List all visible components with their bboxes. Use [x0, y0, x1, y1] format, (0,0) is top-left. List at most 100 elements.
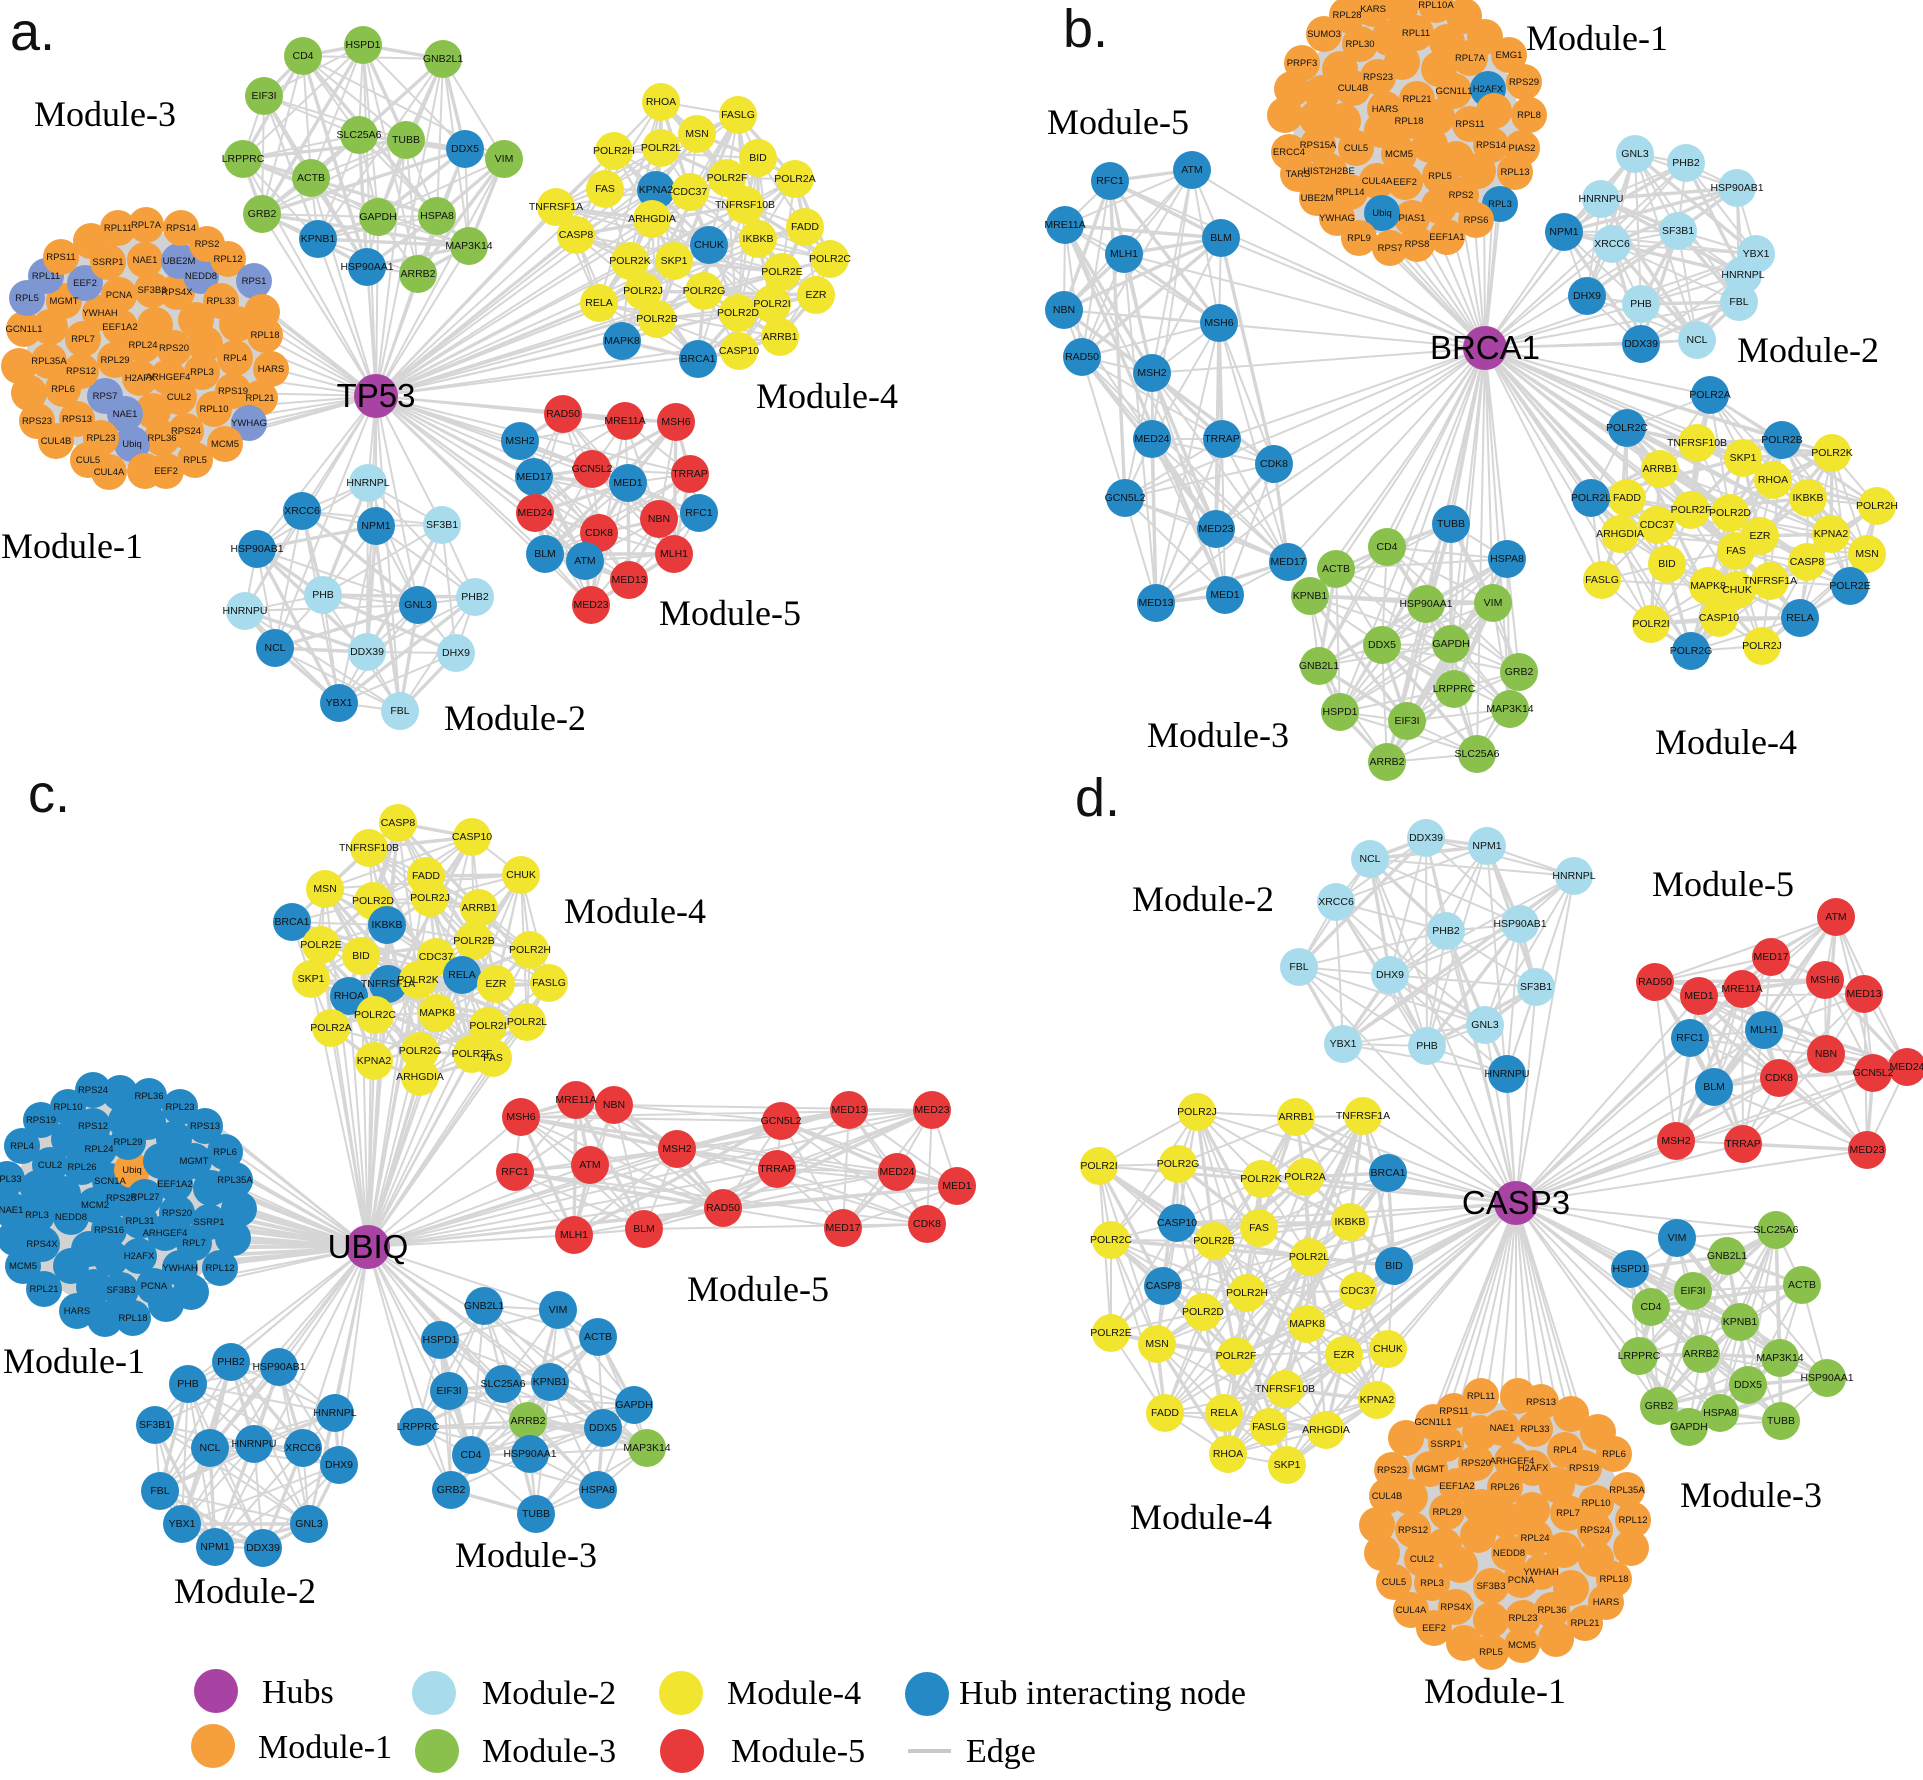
svg-text:MED17: MED17 [516, 471, 551, 483]
svg-text:Module-4: Module-4 [1130, 1497, 1272, 1537]
svg-text:MED17: MED17 [825, 1222, 860, 1234]
svg-text:POLR2G: POLR2G [1670, 645, 1713, 657]
svg-text:RELA: RELA [448, 969, 475, 981]
svg-text:RAD50: RAD50 [546, 408, 580, 420]
svg-text:KPNA2: KPNA2 [1814, 528, 1849, 540]
svg-text:HSP90AB1: HSP90AB1 [252, 1361, 305, 1373]
svg-text:RPL18: RPL18 [250, 330, 279, 341]
svg-text:MSH2: MSH2 [1661, 1135, 1690, 1147]
svg-text:RPL7: RPL7 [182, 1238, 206, 1249]
svg-text:GRB2: GRB2 [248, 208, 277, 220]
svg-text:CASP10: CASP10 [1699, 612, 1739, 624]
svg-text:CDK8: CDK8 [585, 527, 613, 539]
svg-text:VIM: VIM [495, 153, 514, 165]
svg-text:MED17: MED17 [1753, 951, 1788, 963]
svg-text:RPS2: RPS2 [195, 239, 220, 250]
svg-text:RPS12: RPS12 [66, 366, 96, 377]
svg-text:MED1: MED1 [1684, 990, 1713, 1002]
svg-text:EEF2: EEF2 [73, 278, 97, 289]
svg-text:NPM1: NPM1 [1549, 226, 1578, 238]
svg-text:CUL2: CUL2 [1410, 1554, 1434, 1565]
svg-text:MSH2: MSH2 [505, 435, 534, 447]
svg-text:ACTB: ACTB [584, 1331, 612, 1343]
svg-text:HNRNPL: HNRNPL [1721, 269, 1764, 281]
svg-text:XRCC6: XRCC6 [285, 1442, 321, 1454]
svg-text:RPL35A: RPL35A [217, 1175, 253, 1186]
svg-text:NPM1: NPM1 [361, 520, 390, 532]
svg-text:TNFRSF10B: TNFRSF10B [1667, 437, 1727, 449]
svg-text:SF3B1: SF3B1 [1520, 981, 1552, 993]
svg-text:GCN1L1: GCN1L1 [1415, 1417, 1452, 1428]
svg-text:MAP3K14: MAP3K14 [623, 1442, 670, 1454]
svg-text:POLR2F: POLR2F [1671, 504, 1712, 516]
svg-text:ARHGDIA: ARHGDIA [1596, 528, 1644, 540]
svg-text:TUBB: TUBB [522, 1508, 550, 1520]
svg-text:MSH6: MSH6 [661, 416, 690, 428]
svg-text:RPL7: RPL7 [71, 334, 95, 345]
svg-text:RFC1: RFC1 [685, 507, 713, 519]
svg-text:MAP3K14: MAP3K14 [1756, 1352, 1803, 1364]
svg-text:DDX39: DDX39 [1624, 338, 1658, 350]
svg-text:POLR2L: POLR2L [507, 1016, 547, 1028]
svg-text:Module-2: Module-2 [174, 1571, 316, 1611]
svg-text:GNL3: GNL3 [404, 599, 432, 611]
svg-text:KARS: KARS [1360, 4, 1386, 15]
svg-text:Module-5: Module-5 [1047, 102, 1189, 142]
svg-text:H2AFX: H2AFX [1518, 1463, 1549, 1474]
svg-text:YWHAH: YWHAH [1523, 1567, 1559, 1578]
svg-text:TNFRSF1A: TNFRSF1A [529, 201, 583, 213]
svg-text:Module-2: Module-2 [1132, 879, 1274, 919]
svg-text:RPL11: RPL11 [104, 223, 132, 234]
svg-text:POLR2D: POLR2D [352, 895, 394, 907]
svg-text:POLR2A: POLR2A [774, 173, 815, 185]
svg-text:HSPA8: HSPA8 [581, 1484, 615, 1496]
svg-text:ARRB2: ARRB2 [1683, 1348, 1718, 1360]
svg-text:HSPA8: HSPA8 [1703, 1407, 1737, 1419]
svg-text:MGMT: MGMT [179, 1156, 208, 1167]
svg-text:HARS: HARS [1372, 104, 1398, 115]
svg-text:GNL3: GNL3 [1471, 1019, 1499, 1031]
svg-text:RPL12: RPL12 [1618, 1515, 1647, 1526]
svg-text:RPL29: RPL29 [100, 355, 129, 366]
svg-text:Module-2: Module-2 [1737, 330, 1879, 370]
svg-text:Module-5: Module-5 [687, 1269, 829, 1309]
svg-text:TNFRSF1A: TNFRSF1A [1336, 1110, 1390, 1122]
svg-text:CDK8: CDK8 [1765, 1072, 1793, 1084]
svg-text:EIF3I: EIF3I [251, 90, 276, 102]
svg-text:CDC37: CDC37 [1640, 519, 1675, 531]
svg-text:EEF2: EEF2 [1393, 177, 1417, 188]
svg-text:DHX9: DHX9 [325, 1459, 353, 1471]
svg-text:RPS8: RPS8 [1405, 239, 1430, 250]
svg-text:FAS: FAS [595, 183, 615, 195]
svg-text:Module-5: Module-5 [731, 1733, 865, 1770]
svg-text:MED23: MED23 [1849, 1144, 1884, 1156]
svg-text:RPS20: RPS20 [162, 1208, 192, 1219]
svg-text:SF3B1: SF3B1 [426, 519, 458, 531]
svg-text:FASLG: FASLG [721, 109, 755, 121]
svg-text:RPL29: RPL29 [113, 1137, 142, 1148]
svg-text:SLC25A6: SLC25A6 [481, 1378, 526, 1390]
svg-text:BID: BID [1658, 558, 1676, 570]
svg-text:RPL7A: RPL7A [131, 220, 162, 231]
svg-text:POLR2I: POLR2I [469, 1020, 506, 1032]
svg-text:RPS19: RPS19 [26, 1115, 56, 1126]
svg-text:CUL2: CUL2 [38, 1160, 62, 1171]
svg-text:RPL33: RPL33 [206, 296, 235, 307]
svg-text:RPL23: RPL23 [1508, 1613, 1537, 1624]
svg-text:RPS24: RPS24 [171, 426, 201, 437]
svg-text:POLR2K: POLR2K [609, 255, 650, 267]
svg-text:PCNA: PCNA [1508, 1575, 1535, 1586]
svg-text:RPL9: RPL9 [1347, 233, 1371, 244]
svg-text:EEF1A2: EEF1A2 [1439, 1481, 1474, 1492]
svg-text:Hub interacting node: Hub interacting node [959, 1675, 1246, 1712]
svg-text:TARS: TARS [1286, 169, 1311, 180]
svg-text:MAPK8: MAPK8 [419, 1007, 455, 1019]
svg-text:SF3B3: SF3B3 [1476, 1581, 1505, 1592]
svg-text:RPS11: RPS11 [1455, 119, 1484, 130]
svg-text:CHUK: CHUK [506, 869, 536, 881]
svg-text:ATM: ATM [1181, 164, 1202, 176]
svg-text:EIF3I: EIF3I [436, 1385, 461, 1397]
svg-text:CDC37: CDC37 [1341, 1285, 1376, 1297]
svg-text:POLR2B: POLR2B [1761, 434, 1802, 446]
svg-text:SF3B1: SF3B1 [139, 1419, 171, 1431]
